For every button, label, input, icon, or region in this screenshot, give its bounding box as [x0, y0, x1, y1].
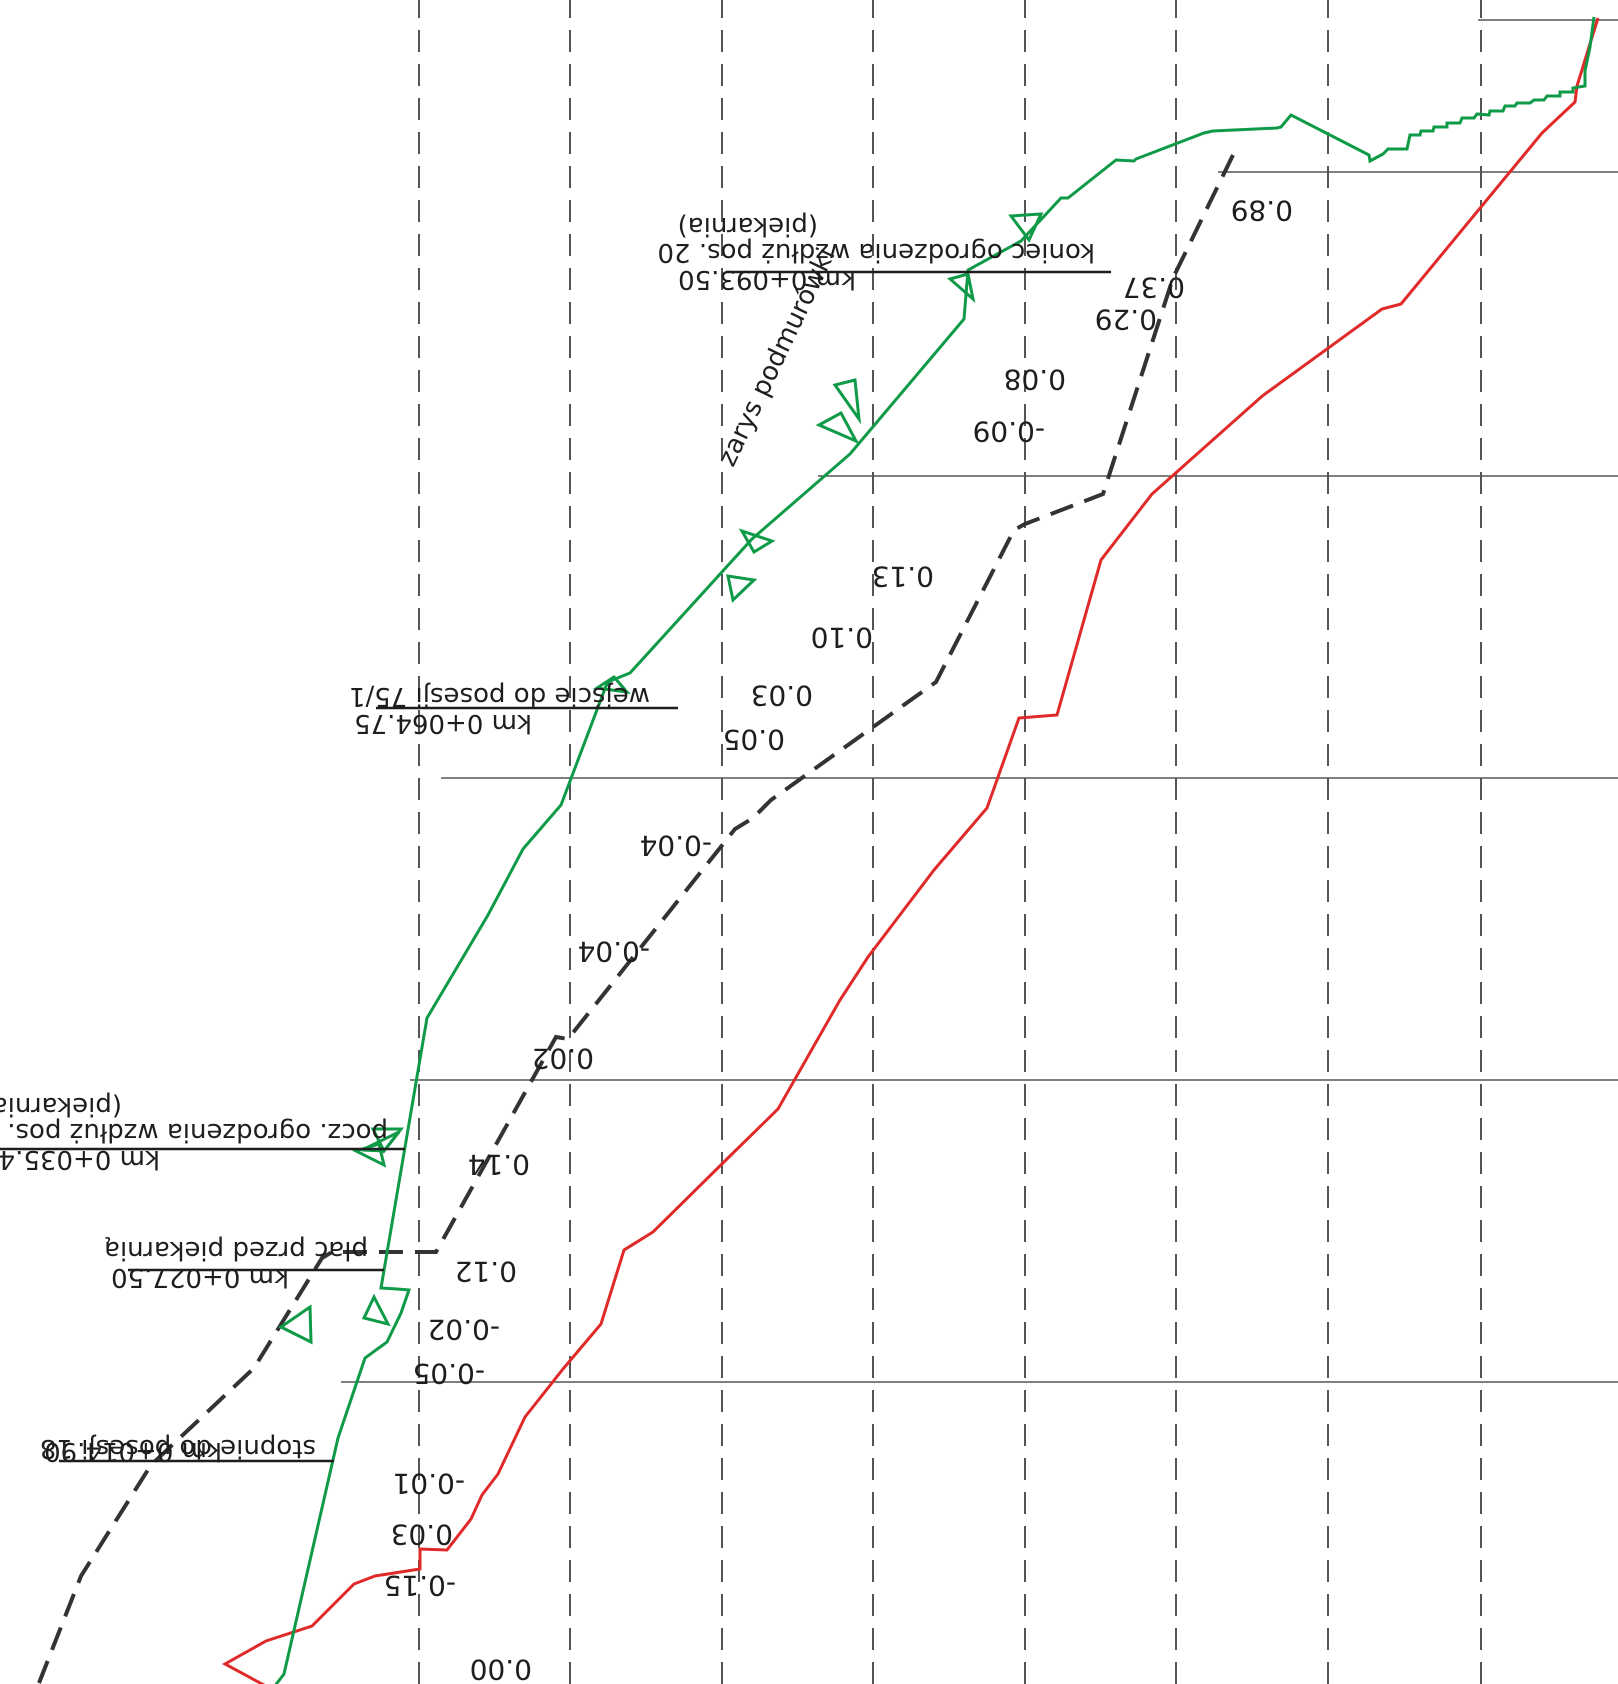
difference-value: -0.01 [393, 1467, 465, 1500]
green-profile-line [274, 16, 1596, 1684]
difference-value: -0.02 [428, 1313, 500, 1346]
station-km-label: km 0+027.50 [111, 1262, 289, 1292]
difference-value: 0.12 [455, 1255, 517, 1288]
station-leaders [0, 270, 1111, 1463]
difference-value: 0.00 [470, 1653, 532, 1684]
triangle-marker [815, 410, 860, 445]
vertical-grid [418, 0, 1482, 1684]
labels: km 0+014.90 stopnie do posesji 18 km 0+0… [0, 194, 1293, 1684]
station-desc-label: stopnie do posesji 18 [40, 1433, 316, 1463]
triangle-marker [946, 272, 976, 304]
red-profile-line [221, 17, 1600, 1684]
difference-value: 0.08 [1004, 363, 1066, 396]
foundation-outline-line [37, 154, 1235, 1684]
difference-value: -0.05 [413, 1357, 485, 1390]
difference-value: 0.05 [723, 723, 785, 756]
triangle-marker [832, 378, 862, 425]
green-markers [278, 212, 1044, 1345]
difference-value: -0.04 [640, 829, 712, 862]
station-desc-label: pocz. ogrodzenia wzdłuż pos. 20 [0, 1117, 388, 1147]
difference-value: 0.10 [811, 621, 873, 654]
difference-value: 0.89 [1231, 194, 1293, 227]
station-km-label: km 0+014.90 [44, 1436, 222, 1466]
station-desc2-label: (piekarnia) [0, 1091, 122, 1121]
triangle-marker [361, 1130, 401, 1153]
difference-value: 0.14 [468, 1148, 530, 1181]
triangle-marker [1008, 212, 1044, 243]
station-desc-label: koniec ogrodzenia wzdłuż pos. 20 [657, 237, 1095, 267]
station-desc-label: wejście do posesji 75/1 [349, 681, 650, 711]
difference-value: -0.09 [973, 415, 1045, 448]
station-desc2-label: (piekarnia) [678, 211, 818, 241]
station-km-label: km 0+093.50 [678, 264, 856, 294]
triangle-marker [278, 1304, 313, 1345]
station-km-label: km 0+035.43 [0, 1144, 160, 1174]
difference-value: 0.29 [1095, 303, 1157, 336]
difference-value: 0.03 [751, 679, 813, 712]
difference-value: 0.37 [1123, 271, 1185, 304]
difference-value: -0.04 [578, 935, 650, 968]
difference-value: 0.02 [532, 1042, 594, 1075]
difference-value: 0.03 [391, 1518, 453, 1551]
station-km-label: km 0+064.75 [354, 708, 532, 738]
difference-value: 0.13 [872, 560, 934, 593]
triangle-marker [361, 1293, 391, 1327]
triangle-marker [738, 528, 776, 555]
triangle-marker [726, 574, 758, 603]
difference-value: -0.15 [384, 1569, 456, 1602]
station-desc-label: plac przed piekarnią [104, 1235, 368, 1265]
triangle-marker [592, 675, 631, 695]
